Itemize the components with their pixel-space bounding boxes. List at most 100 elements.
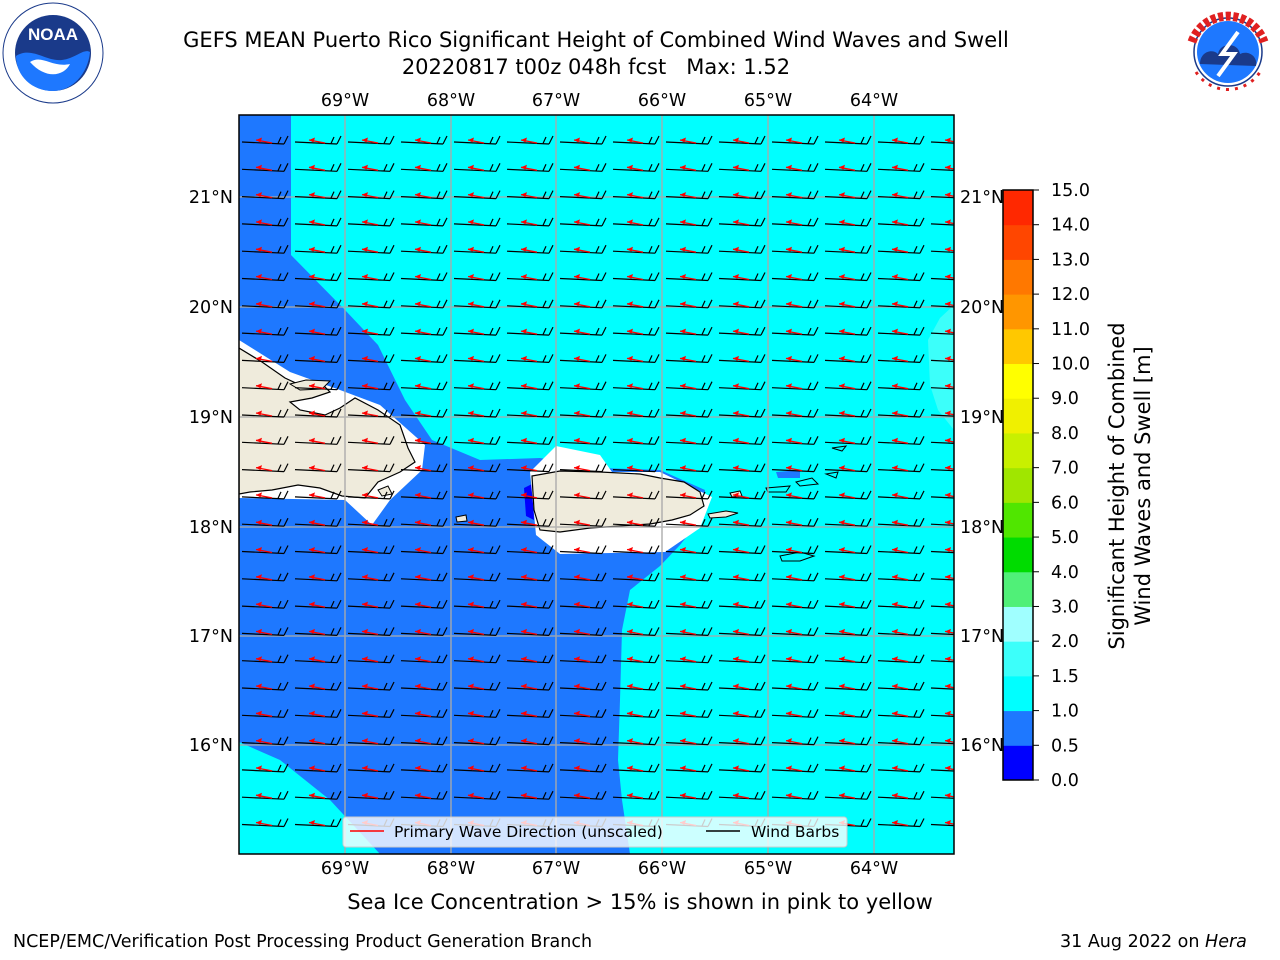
wind-barb bbox=[824, 272, 872, 282]
wind-barb bbox=[347, 599, 395, 609]
wind-barb bbox=[718, 572, 766, 582]
wind-barb bbox=[241, 517, 289, 527]
wave-direction-arrow bbox=[679, 164, 697, 171]
wind-barb bbox=[241, 654, 289, 664]
colorbar-tick-label: 5.0 bbox=[1051, 528, 1079, 548]
wave-direction-arrow bbox=[679, 710, 697, 717]
wind-barb bbox=[453, 709, 501, 718]
wind-barb bbox=[294, 354, 342, 363]
wind-barb bbox=[877, 818, 925, 828]
wind-barb bbox=[294, 463, 342, 473]
wind-barb bbox=[294, 163, 342, 172]
wave-direction-arrow bbox=[838, 301, 856, 308]
wind-barb bbox=[930, 714, 954, 717]
colorbar-tick-label: 15.0 bbox=[1051, 181, 1090, 201]
wave-direction-arrow bbox=[255, 410, 273, 417]
wave-direction-arrow bbox=[626, 601, 644, 608]
wave-direction-arrow bbox=[944, 765, 954, 771]
wave-direction-arrow bbox=[891, 301, 909, 308]
wave-direction-arrow bbox=[467, 792, 485, 799]
wind-barb bbox=[347, 163, 395, 172]
colorbar-tick-label: 0.0 bbox=[1051, 771, 1079, 791]
wave-direction-arrow bbox=[626, 192, 644, 199]
wind-barb bbox=[771, 326, 819, 336]
wave-direction-arrow bbox=[520, 355, 538, 363]
colorbar-tick-label: 3.0 bbox=[1051, 597, 1079, 617]
map-legend: Primary Wave Direction (unscaled) Wind B… bbox=[342, 816, 848, 848]
wave-direction-arrow bbox=[414, 465, 432, 472]
wind-barb bbox=[241, 818, 289, 828]
lon-label-bottom: 65°W bbox=[744, 859, 792, 879]
wind-barb bbox=[771, 490, 819, 500]
wind-barb bbox=[612, 517, 660, 527]
wave-direction-arrow bbox=[838, 792, 856, 799]
lat-label-right: 20°N bbox=[960, 298, 1004, 318]
wind-barb bbox=[294, 572, 342, 582]
wave-direction-arrow bbox=[255, 492, 273, 499]
wind-barb bbox=[347, 681, 395, 691]
wind-barb bbox=[877, 790, 925, 800]
chart-subtitle-run-info: 20220817 t00z 048h fcst Max: 1.52 bbox=[401, 55, 791, 79]
wind-barb bbox=[824, 354, 872, 363]
wind-barb bbox=[241, 545, 289, 555]
lat-label-right: 16°N bbox=[960, 736, 1004, 756]
wind-barb bbox=[453, 736, 501, 746]
wave-direction-arrow bbox=[573, 765, 591, 772]
wave-direction-arrow bbox=[520, 246, 538, 253]
wind-barb bbox=[771, 681, 819, 691]
wave-direction-arrow bbox=[944, 656, 954, 662]
wave-direction-arrow bbox=[255, 792, 273, 799]
wind-barb bbox=[453, 436, 501, 445]
wave-direction-arrow bbox=[732, 628, 750, 636]
wave-direction-arrow bbox=[732, 465, 750, 472]
wave-direction-arrow bbox=[361, 465, 379, 472]
wind-barb bbox=[506, 463, 554, 473]
wave-direction-arrow bbox=[520, 164, 538, 171]
wave-direction-arrow bbox=[520, 219, 538, 226]
wind-barb bbox=[506, 681, 554, 691]
wave-direction-arrow bbox=[626, 274, 644, 281]
wave-direction-arrow bbox=[891, 465, 909, 472]
wind-barb bbox=[506, 135, 554, 145]
wave-direction-arrow bbox=[838, 628, 856, 636]
wave-direction-arrow bbox=[414, 492, 432, 499]
wave-direction-arrow bbox=[785, 547, 803, 554]
wave-direction-arrow bbox=[573, 192, 591, 199]
wave-direction-arrow bbox=[467, 192, 485, 199]
wind-barb bbox=[877, 545, 925, 555]
wind-barb bbox=[877, 436, 925, 445]
wave-direction-arrow bbox=[626, 547, 644, 554]
wind-barb bbox=[930, 769, 954, 772]
wind-barb bbox=[771, 217, 819, 227]
wave-direction-arrow bbox=[467, 383, 485, 390]
wave-direction-arrow bbox=[467, 574, 485, 581]
wind-barb bbox=[665, 463, 713, 473]
wave-direction-arrow bbox=[785, 738, 803, 745]
wind-barb bbox=[824, 709, 872, 718]
wave-direction-arrow bbox=[732, 410, 750, 417]
wave-direction-arrow bbox=[626, 574, 644, 581]
wind-barb bbox=[877, 463, 925, 473]
wave-direction-arrow bbox=[361, 738, 379, 745]
lat-label-left: 21°N bbox=[189, 188, 233, 208]
wind-barb bbox=[771, 381, 819, 391]
wave-direction-arrow bbox=[308, 164, 326, 171]
wind-barb bbox=[612, 763, 660, 773]
wave-direction-arrow bbox=[891, 219, 909, 226]
wind-barb bbox=[718, 709, 766, 718]
wind-barb bbox=[294, 709, 342, 718]
lon-label-bottom: 69°W bbox=[321, 859, 369, 879]
wave-direction-arrow bbox=[838, 601, 856, 608]
wind-barb bbox=[294, 790, 342, 800]
wind-barb bbox=[718, 272, 766, 282]
wind-barb bbox=[347, 763, 395, 773]
wave-direction-arrow bbox=[467, 738, 485, 745]
wave-direction-arrow bbox=[838, 683, 856, 690]
wind-barb bbox=[241, 272, 289, 282]
wind-barb bbox=[930, 196, 954, 199]
wind-barb bbox=[665, 272, 713, 282]
wave-direction-arrow bbox=[414, 274, 432, 281]
wave-direction-arrow bbox=[255, 547, 273, 554]
lat-label-left: 16°N bbox=[189, 736, 233, 756]
